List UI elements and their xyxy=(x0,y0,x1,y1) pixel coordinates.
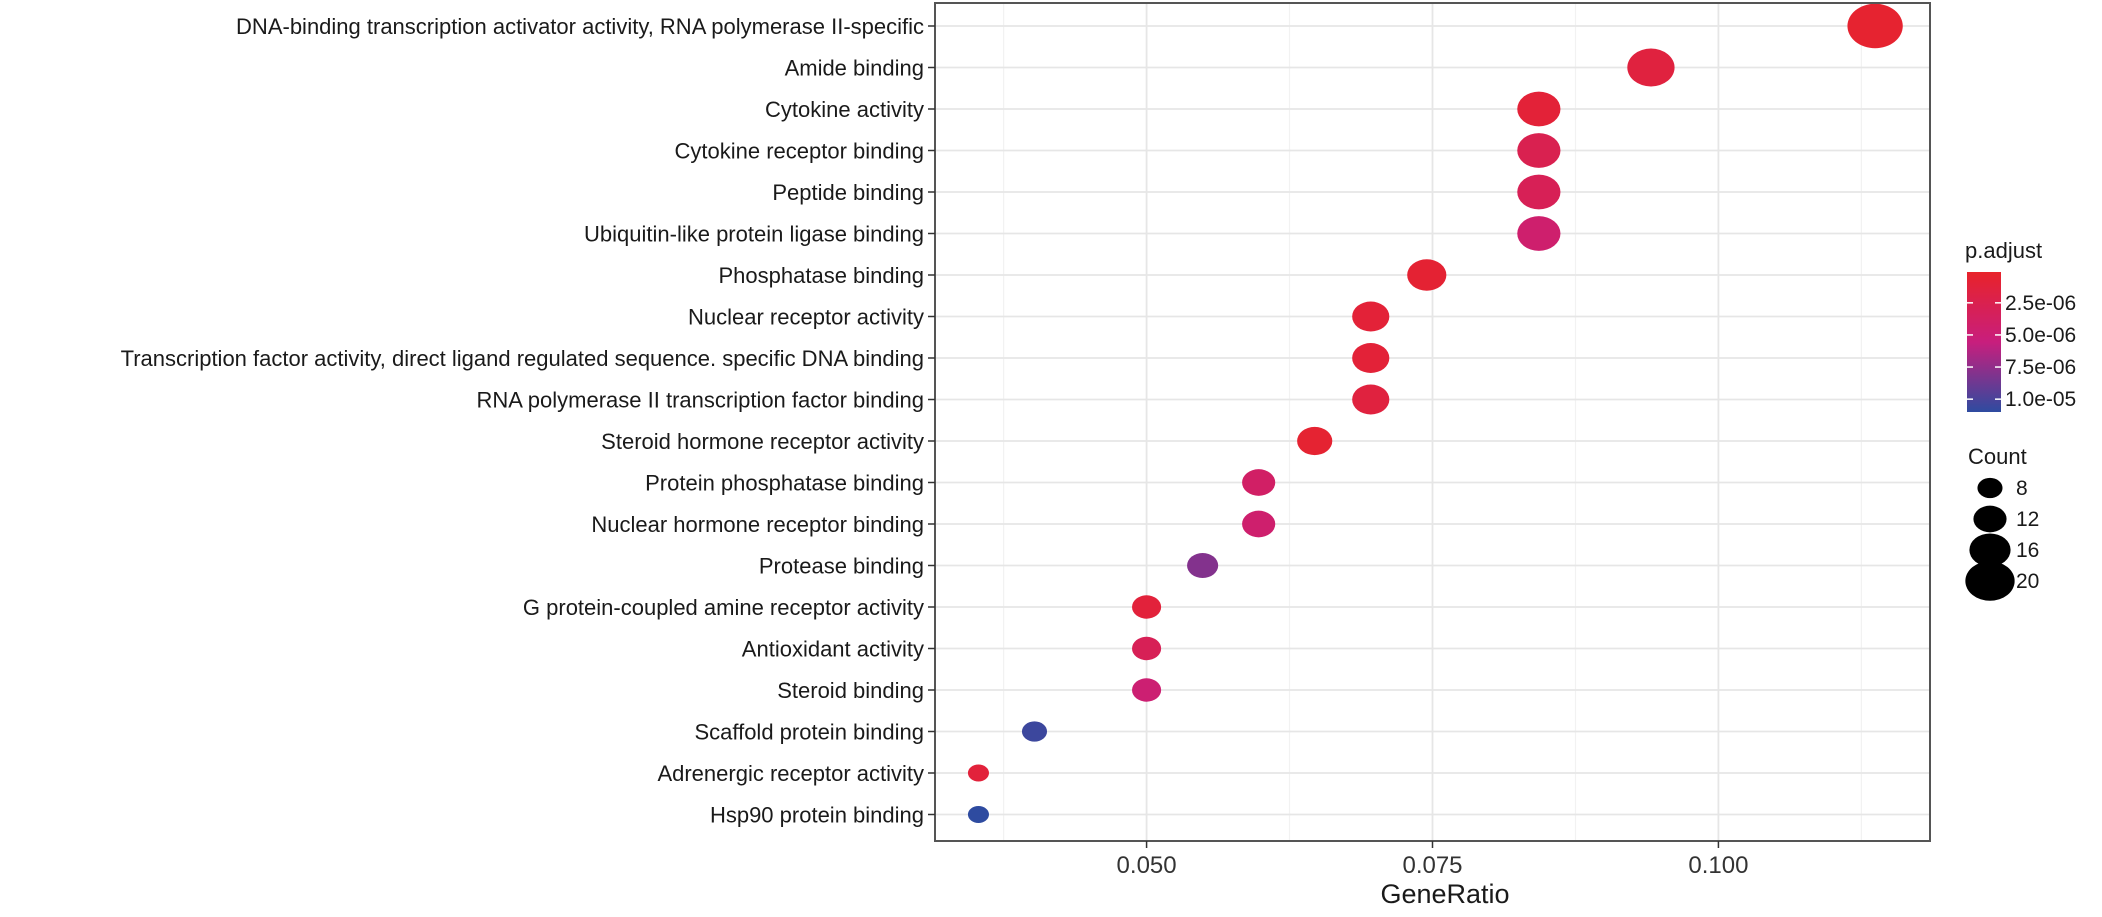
y-tick-label: Nuclear hormone receptor binding xyxy=(591,512,924,537)
data-point xyxy=(1352,384,1390,415)
size-legend-key xyxy=(1965,561,2015,601)
y-axis: DNA-binding transcription activator acti… xyxy=(121,14,935,828)
size-legend-label: 16 xyxy=(2016,539,2039,562)
color-bar xyxy=(1967,272,2001,412)
data-point xyxy=(1517,216,1561,251)
size-legend: Count 8 12 16 20 xyxy=(1965,444,2039,601)
grid-lines xyxy=(935,3,1930,841)
y-tick-label: Hsp90 protein binding xyxy=(710,803,924,828)
x-tick-label: 0.050 xyxy=(1117,852,1177,879)
data-point xyxy=(1517,91,1561,127)
data-point xyxy=(1132,636,1162,661)
y-tick-label: Steroid hormone receptor activity xyxy=(601,429,924,454)
x-tick-label: 0.100 xyxy=(1688,852,1748,879)
data-point xyxy=(1627,48,1675,87)
data-point xyxy=(1187,552,1219,579)
size-legend-key xyxy=(1969,533,2011,567)
data-point xyxy=(1242,510,1276,538)
size-legend-label: 8 xyxy=(2016,477,2028,500)
y-tick-label: Cytokine activity xyxy=(765,97,924,122)
size-legend-label: 12 xyxy=(2016,508,2039,531)
data-point xyxy=(1847,3,1903,49)
data-point xyxy=(1352,343,1390,373)
y-tick-label: Adrenergic receptor activity xyxy=(657,761,924,786)
y-tick-label: Amide binding xyxy=(785,56,924,81)
y-tick-label: G protein-coupled amine receptor activit… xyxy=(523,595,924,620)
y-tick-label: Cytokine receptor binding xyxy=(675,139,924,164)
size-legend-label: 20 xyxy=(2016,570,2039,593)
size-legend-key xyxy=(1973,505,2007,533)
color-legend-label: 1.0e-05 xyxy=(2005,388,2076,411)
data-point xyxy=(1517,133,1561,168)
y-tick-label: Steroid binding xyxy=(777,678,924,703)
x-axis: 0.050 0.075 0.100 xyxy=(1117,841,1748,879)
y-tick-label: Peptide binding xyxy=(772,180,924,205)
data-point xyxy=(1132,595,1162,619)
y-tick-label: Ubiquitin-like protein ligase binding xyxy=(584,222,924,247)
color-legend-label: 2.5e-06 xyxy=(2005,292,2076,315)
data-point xyxy=(967,764,989,782)
data-point xyxy=(1242,469,1276,496)
data-point xyxy=(1517,174,1561,210)
y-tick-label: Protease binding xyxy=(759,554,924,579)
y-tick-label: DNA-binding transcription activator acti… xyxy=(236,14,924,39)
x-tick-label: 0.075 xyxy=(1402,852,1462,879)
data-point xyxy=(1297,426,1333,456)
data-point xyxy=(1021,721,1048,742)
y-tick-label: Antioxidant activity xyxy=(742,637,924,662)
y-tick-label: Protein phosphatase binding xyxy=(645,471,924,496)
y-tick-label: Transcription factor activity, direct li… xyxy=(121,346,924,371)
color-legend-label: 7.5e-06 xyxy=(2005,356,2076,379)
data-point xyxy=(1132,678,1162,702)
data-points xyxy=(967,3,1903,823)
color-legend: p.adjust 2.5e-06 5.0e-06 7.5e-06 1.0e-05 xyxy=(1965,238,2076,412)
y-tick-label: Scaffold protein binding xyxy=(694,720,924,745)
size-legend-title: Count xyxy=(1968,444,2027,469)
color-legend-title: p.adjust xyxy=(1965,238,2042,263)
data-point xyxy=(967,806,989,823)
y-tick-label: Nuclear receptor activity xyxy=(688,305,924,330)
x-axis-title: GeneRatio xyxy=(1380,879,1509,909)
y-tick-label: Phosphatase binding xyxy=(719,263,925,288)
size-legend-key xyxy=(1977,477,2003,499)
color-legend-label: 5.0e-06 xyxy=(2005,324,2076,347)
y-tick-label: RNA polymerase II transcription factor b… xyxy=(476,388,924,413)
data-point xyxy=(1352,301,1390,332)
data-point xyxy=(1407,259,1447,291)
